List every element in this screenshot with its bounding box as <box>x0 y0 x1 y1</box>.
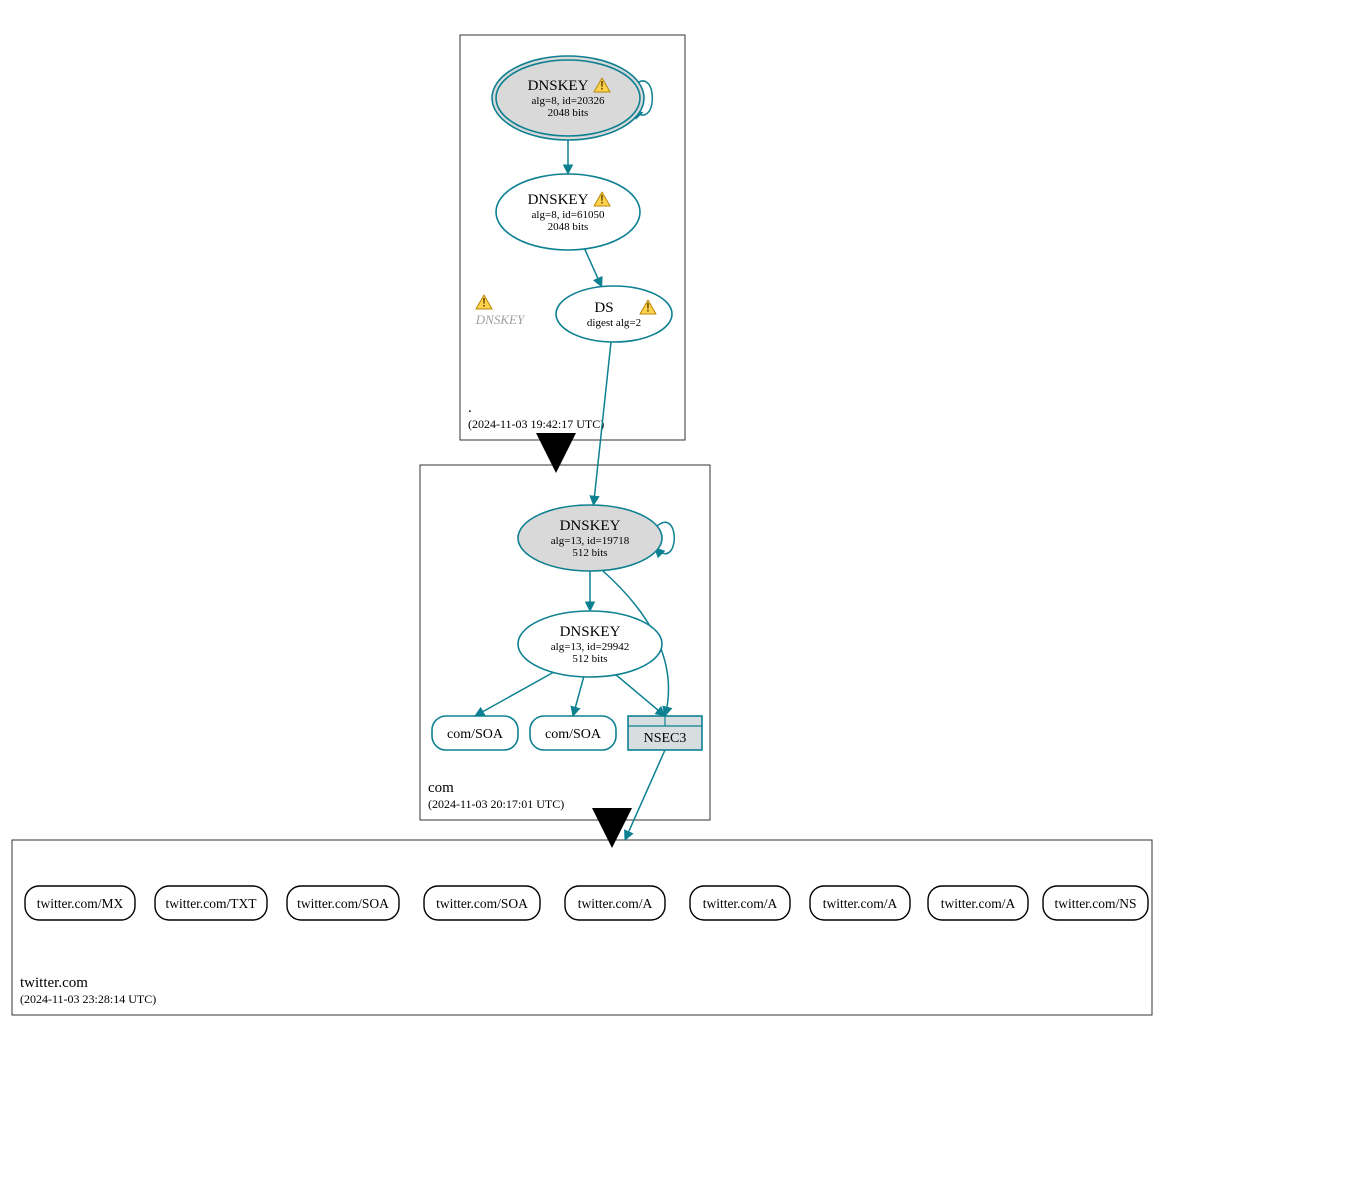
record-1: twitter.com/TXT <box>155 886 267 920</box>
svg-text:!: ! <box>600 78 604 92</box>
zone-timestamp: (2024-11-03 19:42:17 UTC) <box>468 417 604 431</box>
node-line2: digest alg=2 <box>587 317 641 329</box>
node-rootZSK: DNSKEY! alg=8, id=610502048 bits <box>496 174 640 250</box>
node-label: com/SOA <box>545 727 602 742</box>
node-title: DS <box>594 300 613 316</box>
record-label: twitter.com/SOA <box>436 896 528 911</box>
node-line2: alg=8, id=61050 <box>532 209 605 221</box>
node-line2: alg=8, id=20326 <box>532 95 605 107</box>
node-rootDS: DS! digest alg=2 <box>556 286 672 342</box>
node-line3: 512 bits <box>572 653 607 665</box>
svg-text:!: ! <box>646 300 650 314</box>
node-line2: alg=13, id=19718 <box>551 535 630 547</box>
record-label: twitter.com/MX <box>37 896 124 911</box>
zone-timestamp: (2024-11-03 20:17:01 UTC) <box>428 797 564 811</box>
zone-twitter: twitter.com(2024-11-03 23:28:14 UTC) <box>12 840 1152 1015</box>
node-title: DNSKEY <box>560 624 621 640</box>
edge <box>475 672 553 716</box>
record-5: twitter.com/A <box>690 886 790 920</box>
record-6: twitter.com/A <box>810 886 910 920</box>
record-7: twitter.com/A <box>928 886 1028 920</box>
record-4: twitter.com/A <box>565 886 665 920</box>
node-title: DNSKEY <box>528 192 589 208</box>
zone-label: com <box>428 780 454 796</box>
node-line3: 2048 bits <box>548 221 589 233</box>
record-label: twitter.com/A <box>578 896 653 911</box>
node-comSOA1: com/SOA <box>432 716 518 750</box>
node-line2: alg=13, id=29942 <box>551 641 629 653</box>
record-label: twitter.com/SOA <box>297 896 389 911</box>
svg-text:!: ! <box>482 295 486 309</box>
record-label: twitter.com/A <box>941 896 1016 911</box>
record-label: twitter.com/NS <box>1054 896 1136 911</box>
node-label: NSEC3 <box>644 731 687 746</box>
nsec-to-zone <box>625 750 665 840</box>
record-label: twitter.com/A <box>823 896 898 911</box>
zone-label: . <box>468 400 472 416</box>
node-comZSK: DNSKEYalg=13, id=29942512 bits <box>518 611 662 677</box>
node-comSOA2: com/SOA <box>530 716 616 750</box>
record-label: twitter.com/TXT <box>165 896 257 911</box>
record-2: twitter.com/SOA <box>287 886 399 920</box>
record-0: twitter.com/MX <box>25 886 135 920</box>
zone-timestamp: (2024-11-03 23:28:14 UTC) <box>20 992 156 1006</box>
node-title: DNSKEY <box>528 78 589 94</box>
record-8: twitter.com/NS <box>1043 886 1148 920</box>
node-rootKSK: DNSKEY! alg=8, id=203262048 bits <box>492 56 644 140</box>
edge <box>585 249 602 287</box>
node-title: DNSKEY <box>560 518 621 534</box>
node-nsec3: NSEC3 <box>628 716 702 750</box>
ghost-dnskey: ! DNSKEY <box>475 295 526 327</box>
node-comKSK: DNSKEYalg=13, id=19718512 bits <box>518 505 662 571</box>
svg-text:!: ! <box>600 192 604 206</box>
node-label: com/SOA <box>447 727 504 742</box>
zone-label: twitter.com <box>20 975 88 991</box>
edge <box>616 675 665 716</box>
node-line3: 512 bits <box>572 547 607 559</box>
ghost-dnskey-label: DNSKEY <box>475 312 526 327</box>
edge <box>573 677 584 716</box>
record-label: twitter.com/A <box>703 896 778 911</box>
record-3: twitter.com/SOA <box>424 886 540 920</box>
node-line3: 2048 bits <box>548 107 589 119</box>
